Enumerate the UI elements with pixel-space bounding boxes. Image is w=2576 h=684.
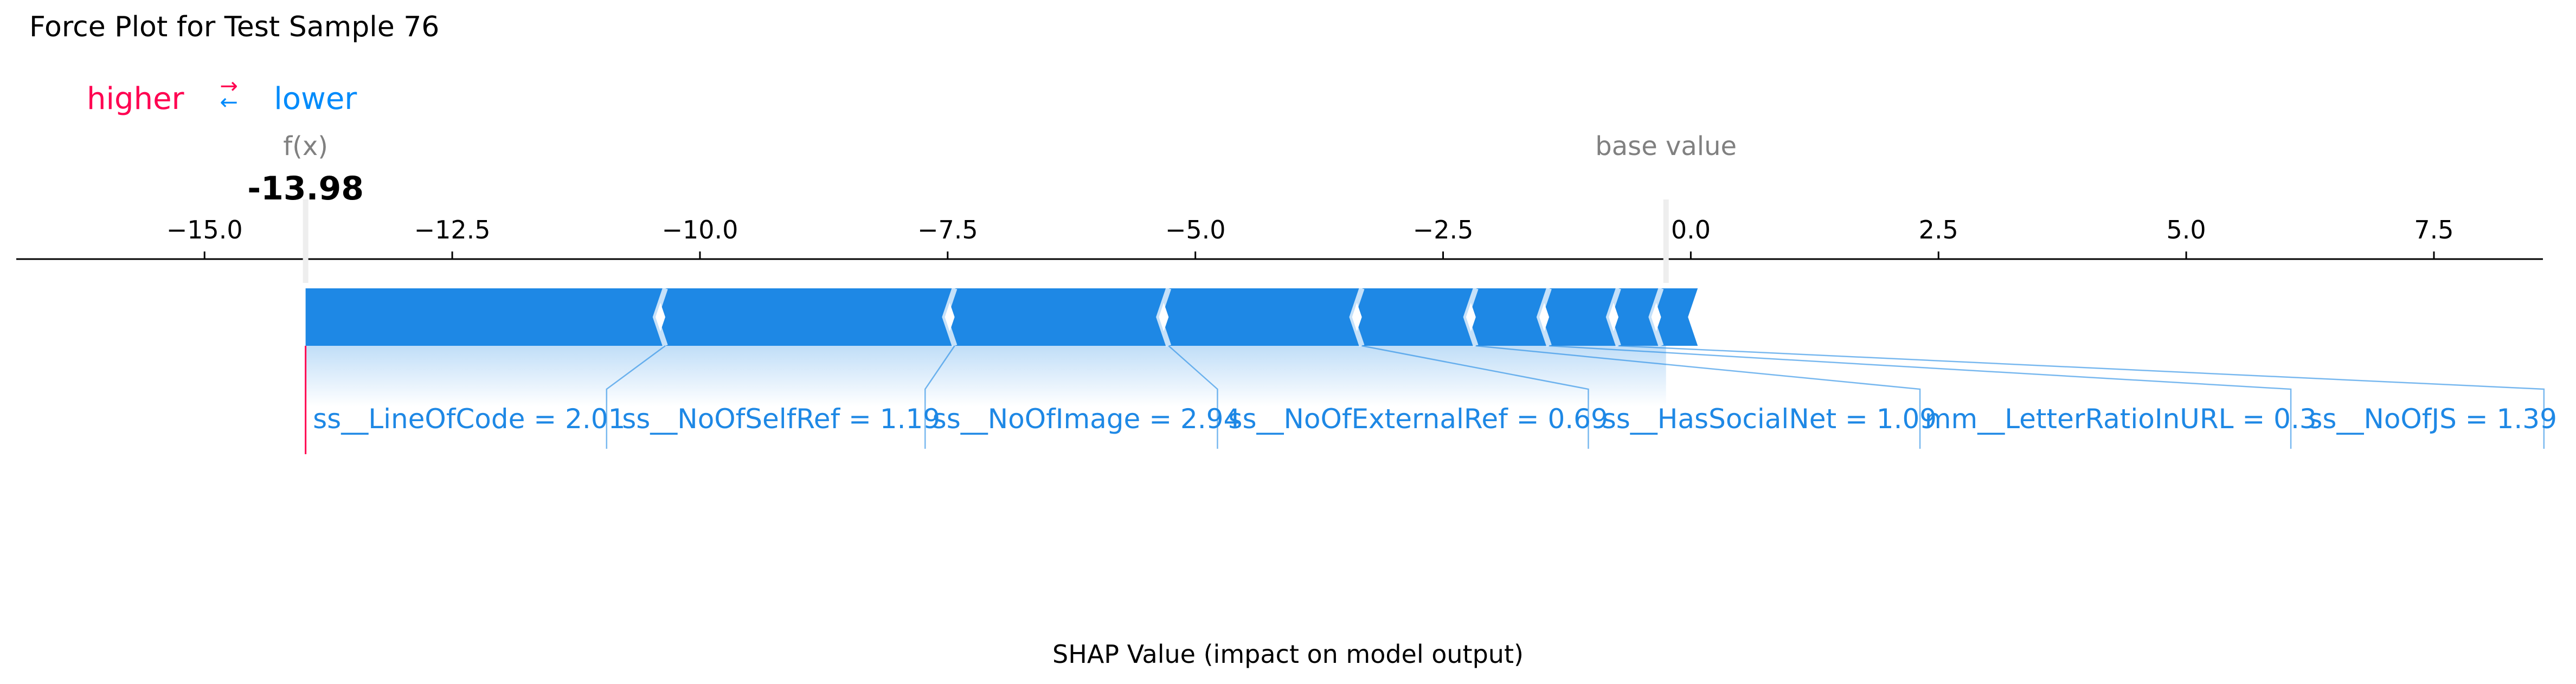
legend: higher → ← lower (87, 74, 357, 117)
x-tick-label: −12.5 (414, 215, 491, 244)
x-tick-label: −15.0 (166, 215, 243, 244)
legend-higher: higher (87, 81, 184, 117)
legend-lower: lower (274, 81, 357, 117)
feature-label: ss__NoOfExternalRef = 0.69 (1228, 403, 1608, 435)
label-connector (1168, 345, 1218, 449)
shap-bar-segment (1651, 288, 1698, 346)
shap-bar-segment (1539, 288, 1618, 346)
label-connector (924, 345, 955, 449)
fx-label: f(x) (283, 131, 328, 162)
segment-separator (942, 287, 958, 347)
x-tick-label: 7.5 (2414, 215, 2453, 244)
swap-arrows-icon: → ← (220, 74, 238, 115)
x-tick-label: −2.5 (1413, 215, 1474, 244)
segment-separator (1648, 287, 1664, 347)
x-tick-label: −7.5 (917, 215, 978, 244)
feature-label: ss__NoOfImage = 2.94 (933, 403, 1241, 435)
segment-separator (1156, 287, 1172, 347)
label-connector (1475, 345, 1921, 449)
label-connector (1361, 345, 1589, 449)
label-connector (1618, 345, 2545, 449)
label-connector (1549, 345, 2292, 449)
feature-label: mm__LetterRatioInURL = 0.3 (1925, 403, 2317, 435)
feature-label: ss__NoOfSelfRef = 1.19 (622, 403, 940, 435)
shap-bar-segment (1608, 288, 1661, 346)
shadow-band (305, 346, 1666, 406)
x-tick-label: −5.0 (1165, 215, 1226, 244)
label-connector (606, 345, 666, 449)
feature-label: ss__HasSocialNet = 1.09 (1602, 403, 1937, 435)
x-tick-label: 0.0 (1671, 215, 1711, 244)
segment-separator (1463, 287, 1479, 347)
shap-bar-segment (305, 288, 665, 346)
x-tick-label: −10.0 (661, 215, 738, 244)
shap-bar-segment (655, 288, 955, 346)
feature-label: ss__LineOfCode = 2.01 (313, 403, 625, 435)
shap-bar-segment (1352, 288, 1476, 346)
segment-separator (1536, 287, 1552, 347)
fx-value: -13.98 (247, 170, 364, 208)
shap-bar-segment (1159, 288, 1362, 346)
chart-title: Force Plot for Test Sample 76 (29, 11, 440, 43)
shap-bar-segment (945, 288, 1169, 346)
segment-separator (652, 287, 668, 347)
x-tick-label: 2.5 (1919, 215, 1958, 244)
x-tick-label: 5.0 (2167, 215, 2206, 244)
segment-separator (1605, 287, 1621, 347)
feature-label: ss__NoOfJS = 1.39 (2308, 403, 2557, 435)
segment-separator (1349, 287, 1365, 347)
shap-bar-segment (1466, 288, 1550, 346)
x-axis-label: SHAP Value (impact on model output) (1052, 640, 1524, 669)
base-value-label: base value (1595, 131, 1737, 162)
